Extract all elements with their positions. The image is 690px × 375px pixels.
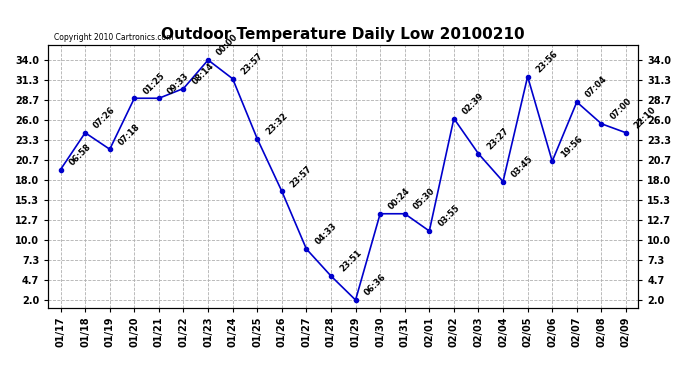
Text: 06:58: 06:58 xyxy=(68,142,92,167)
Text: 23:27: 23:27 xyxy=(486,126,511,152)
Text: 22:10: 22:10 xyxy=(633,105,658,130)
Text: 03:45: 03:45 xyxy=(510,154,535,179)
Title: Outdoor Temperature Daily Low 20100210: Outdoor Temperature Daily Low 20100210 xyxy=(161,27,525,42)
Text: 04:33: 04:33 xyxy=(313,222,339,247)
Text: 05:30: 05:30 xyxy=(412,186,437,211)
Text: 19:56: 19:56 xyxy=(559,134,584,159)
Text: 07:00: 07:00 xyxy=(609,97,633,122)
Text: Copyright 2010 Cartronics.com: Copyright 2010 Cartronics.com xyxy=(55,33,174,42)
Text: 23:56: 23:56 xyxy=(535,49,560,74)
Text: 08:14: 08:14 xyxy=(190,61,216,86)
Text: 09:33: 09:33 xyxy=(166,71,191,96)
Text: 03:55: 03:55 xyxy=(436,204,462,229)
Text: 00:24: 00:24 xyxy=(387,186,413,211)
Text: 23:57: 23:57 xyxy=(239,51,265,76)
Text: 23:51: 23:51 xyxy=(338,249,363,274)
Text: 06:36: 06:36 xyxy=(362,273,388,298)
Text: 02:39: 02:39 xyxy=(461,91,486,116)
Text: 07:04: 07:04 xyxy=(584,75,609,100)
Text: 01:25: 01:25 xyxy=(141,71,166,96)
Text: 23:57: 23:57 xyxy=(289,164,314,189)
Text: 07:26: 07:26 xyxy=(92,105,117,130)
Text: 00:00: 00:00 xyxy=(215,33,240,58)
Text: 23:32: 23:32 xyxy=(264,111,289,136)
Text: 07:18: 07:18 xyxy=(117,122,142,147)
